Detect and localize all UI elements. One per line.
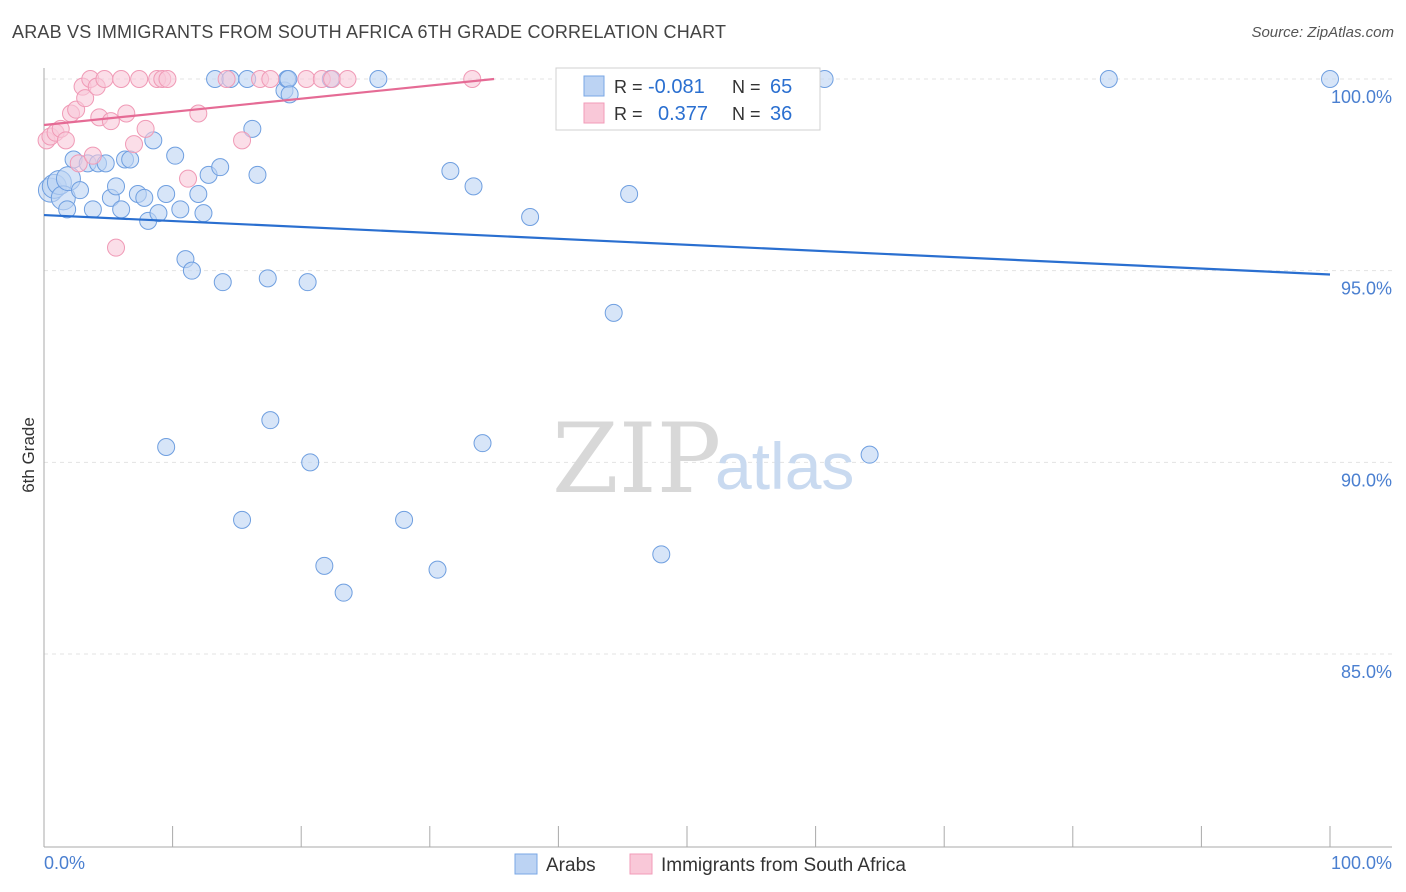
point-arabs: [157, 438, 176, 456]
point-south-africa: [217, 70, 236, 88]
bottom-legend-label-arabs: Arabs: [546, 855, 596, 876]
point-arabs: [298, 273, 317, 292]
trend-lines: [43, 77, 1331, 276]
point-arabs: [233, 510, 252, 529]
point-arabs: [860, 445, 879, 464]
point-arabs: [395, 510, 414, 529]
point-arabs: [213, 273, 232, 292]
legend-r-label-south-africa: R =: [614, 104, 643, 124]
legend-n-label-arabs: N =: [732, 77, 761, 97]
bottom-legend: Arabs Immigrants from South Africa: [514, 853, 906, 876]
stats-legend: R = -0.081 N = 65 R = 0.377 N = 36: [555, 67, 821, 131]
legend-swatch-arabs: [583, 75, 605, 97]
point-arabs: [473, 434, 492, 453]
point-arabs: [58, 200, 77, 219]
point-arabs: [194, 204, 213, 223]
point-south-africa: [130, 70, 149, 88]
trend-line-south-africa: [43, 77, 495, 127]
point-arabs: [71, 181, 90, 200]
point-arabs: [171, 200, 190, 219]
point-south-africa: [233, 131, 252, 150]
point-arabs: [149, 204, 168, 223]
gridlines: [44, 78, 1392, 655]
point-arabs: [107, 177, 126, 196]
legend-r-value-south-africa: 0.377: [658, 103, 708, 125]
point-south-africa: [112, 70, 131, 88]
legend-n-label-south-africa: N =: [732, 104, 761, 124]
point-arabs: [189, 185, 208, 203]
point-south-africa: [179, 169, 198, 188]
y-tick-label: 85.0%: [1341, 662, 1392, 682]
point-south-africa: [95, 70, 114, 88]
series-arabs: [37, 70, 1339, 602]
y-tick-labels: 85.0% 90.0% 95.0% 100.0%: [1331, 87, 1392, 682]
x-axis-ticks: [43, 826, 1331, 847]
point-arabs: [243, 119, 262, 138]
x-tick-label-min: 0.0%: [44, 853, 85, 873]
chart-title: ARAB VS IMMIGRANTS FROM SOUTH AFRICA 6TH…: [12, 22, 727, 42]
y-tick-label: 95.0%: [1341, 279, 1392, 299]
point-arabs: [112, 200, 131, 219]
point-arabs: [261, 411, 280, 430]
bottom-legend-swatch-arabs: [514, 853, 538, 875]
point-south-africa: [125, 135, 144, 154]
x-tick-label-max: 100.0%: [1331, 853, 1392, 873]
point-arabs: [301, 453, 320, 472]
point-arabs: [620, 185, 639, 203]
y-axis-label: 6th Grade: [19, 417, 38, 493]
point-arabs: [428, 560, 447, 579]
point-arabs: [652, 545, 671, 564]
legend-n-value-arabs: 65: [770, 76, 792, 98]
legend-r-label-arabs: R =: [614, 77, 643, 97]
y-tick-label: 90.0%: [1341, 470, 1392, 490]
point-south-africa: [338, 70, 357, 88]
point-south-africa: [76, 89, 95, 108]
point-south-africa: [117, 104, 136, 123]
point-south-africa: [261, 70, 280, 88]
point-arabs: [135, 188, 154, 207]
point-arabs: [166, 146, 185, 165]
bottom-legend-label-south-africa: Immigrants from South Africa: [661, 855, 906, 876]
point-arabs: [1099, 70, 1118, 88]
point-arabs: [334, 583, 353, 602]
point-arabs: [258, 269, 277, 288]
watermark-zip: ZIP: [552, 403, 721, 515]
point-south-africa: [463, 70, 482, 88]
point-arabs: [1321, 70, 1339, 88]
point-arabs: [157, 185, 176, 203]
legend-r-value-arabs: -0.081: [648, 76, 705, 98]
point-arabs: [604, 303, 623, 322]
point-arabs: [248, 165, 267, 184]
point-arabs: [83, 200, 102, 219]
point-arabs: [315, 556, 334, 575]
y-tick-label: 100.0%: [1331, 87, 1392, 107]
point-south-africa: [158, 70, 177, 88]
legend-n-value-south-africa: 36: [770, 103, 792, 125]
point-arabs: [441, 162, 460, 180]
legend-swatch-south-africa: [583, 102, 605, 124]
point-arabs: [521, 208, 540, 226]
source-credit: Source: ZipAtlas.com: [1251, 24, 1394, 41]
point-arabs: [182, 261, 201, 280]
point-south-africa: [56, 131, 75, 150]
bottom-legend-swatch-south-africa: [629, 853, 653, 875]
point-south-africa: [69, 154, 88, 173]
point-arabs: [464, 177, 483, 196]
point-south-africa: [136, 119, 155, 138]
trend-line-arabs: [43, 213, 1331, 276]
point-arabs: [369, 70, 388, 88]
series-south-africa: [37, 70, 482, 257]
point-south-africa: [101, 112, 120, 131]
point-south-africa: [107, 238, 126, 257]
point-south-africa: [83, 146, 102, 165]
point-south-africa: [323, 70, 342, 88]
watermark-atlas: atlas: [715, 429, 854, 503]
point-arabs: [279, 70, 298, 88]
point-arabs: [121, 150, 140, 169]
point-arabs: [211, 158, 230, 177]
point-south-africa: [297, 70, 316, 88]
